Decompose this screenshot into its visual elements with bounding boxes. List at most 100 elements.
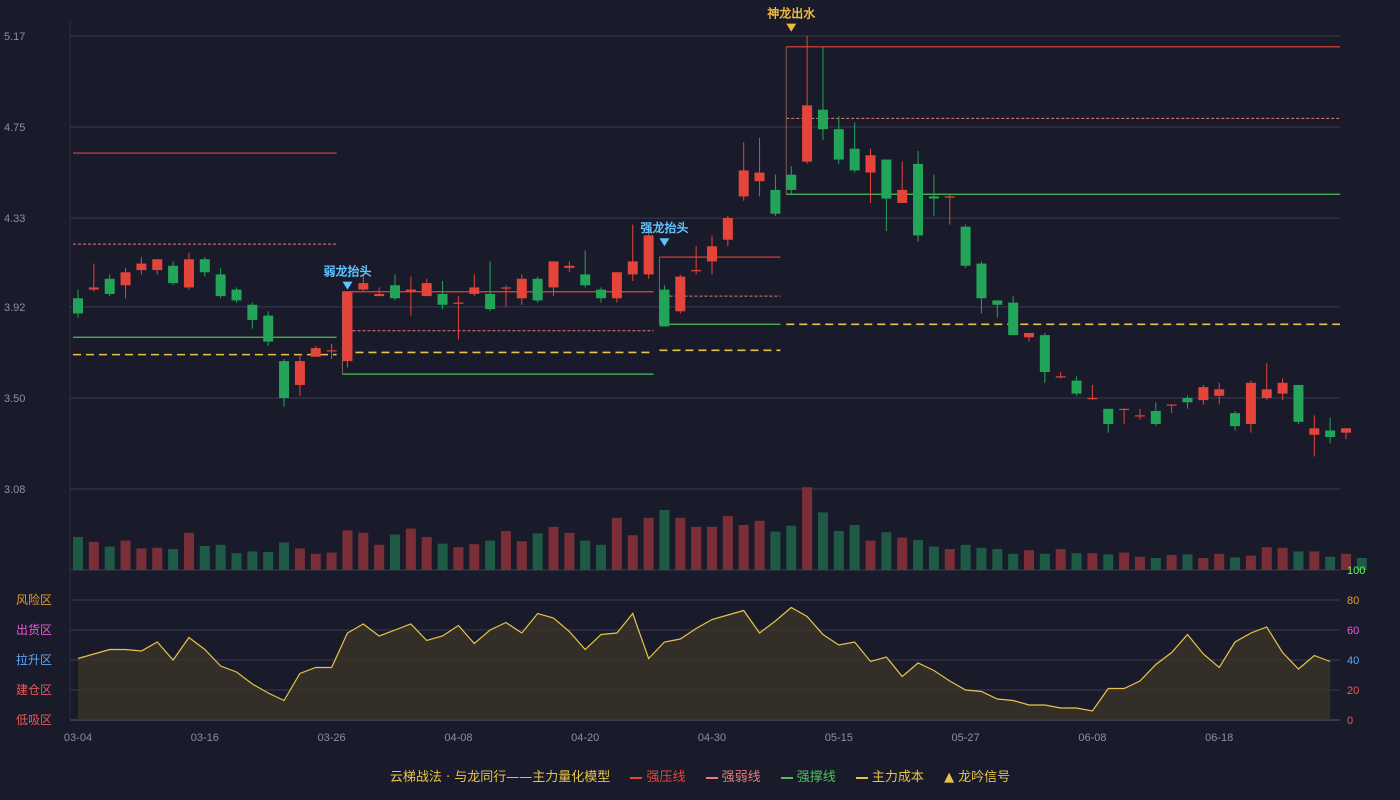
price-tick-label: 5.17 bbox=[4, 31, 25, 43]
volume-bar bbox=[1245, 555, 1256, 570]
volume-bar bbox=[976, 547, 987, 570]
volume-bar bbox=[1277, 547, 1288, 570]
zone-label: 出货区 bbox=[16, 622, 52, 637]
legend-item-support[interactable]: 强撑线 bbox=[780, 766, 836, 785]
date-tick-label: 05-27 bbox=[952, 732, 980, 744]
candle-body bbox=[279, 361, 290, 398]
volume-bar bbox=[358, 532, 369, 570]
candle-body bbox=[390, 285, 400, 299]
candle-body bbox=[183, 259, 194, 288]
candle-body bbox=[453, 302, 464, 304]
volume-bar bbox=[263, 552, 274, 570]
volume-bar bbox=[1166, 555, 1177, 570]
candle-body bbox=[1182, 397, 1193, 403]
candle-body bbox=[611, 272, 622, 299]
candle-body bbox=[881, 159, 892, 199]
volume-bar bbox=[469, 544, 480, 570]
volume-bar bbox=[1039, 553, 1050, 570]
candle-body bbox=[485, 293, 496, 310]
volume-bar bbox=[1134, 556, 1145, 570]
candle-body bbox=[564, 265, 575, 268]
volume-bar bbox=[960, 544, 971, 570]
volume-bar bbox=[675, 517, 686, 570]
candle-body bbox=[817, 109, 828, 130]
candle-body bbox=[691, 270, 702, 272]
candle-body bbox=[960, 226, 971, 266]
volume-bar bbox=[833, 531, 844, 570]
volume-bar bbox=[199, 546, 210, 570]
signal-arrow-icon bbox=[786, 23, 797, 32]
candle-body bbox=[120, 272, 131, 286]
volume-bar bbox=[453, 547, 464, 570]
signal-label: 神龙出水 bbox=[767, 6, 816, 21]
candle-body bbox=[754, 172, 765, 182]
volume-bar bbox=[897, 537, 908, 570]
legend-title: 云梯战法 · 与龙同行——主力量化模型 bbox=[389, 770, 611, 785]
candle-body bbox=[516, 278, 527, 299]
candle-body bbox=[976, 263, 987, 299]
volume-bar bbox=[786, 525, 797, 570]
volume-bar bbox=[120, 540, 131, 570]
date-tick-label: 04-20 bbox=[571, 732, 599, 744]
volume-bar bbox=[754, 520, 765, 570]
candle-body bbox=[659, 289, 670, 327]
candle-body bbox=[358, 283, 369, 290]
indicator-tick-label: 40 bbox=[1347, 655, 1359, 667]
candle-body bbox=[1119, 408, 1130, 411]
indicator-tick-label: 60 bbox=[1347, 625, 1359, 637]
volume-bar bbox=[707, 526, 717, 570]
volume-bar bbox=[992, 549, 1003, 570]
indicator-tick-label: 100 bbox=[1347, 565, 1365, 577]
legend-item-cost[interactable]: 主力成本 bbox=[855, 766, 924, 785]
date-tick-label: 06-18 bbox=[1205, 732, 1233, 744]
candle-body bbox=[833, 129, 844, 160]
volume-bar bbox=[548, 526, 559, 570]
candle-body bbox=[1245, 382, 1256, 424]
indicator-line bbox=[77, 606, 1331, 712]
legend-item-resist[interactable]: 强压线 bbox=[630, 766, 685, 785]
signal-label: 弱龙抬头 bbox=[323, 264, 371, 279]
signal-arrow-icon bbox=[342, 281, 353, 290]
date-tick-label: 06-08 bbox=[1078, 732, 1106, 744]
legend-label-resist: 强压线 bbox=[646, 770, 686, 785]
indicator-tick-label: 0 bbox=[1347, 715, 1353, 727]
volume-bar bbox=[1341, 553, 1351, 570]
volume-bar bbox=[516, 541, 527, 570]
volume-bar bbox=[1150, 558, 1161, 570]
volume-bar bbox=[564, 532, 575, 570]
candle-body bbox=[1103, 408, 1114, 424]
volume-bar bbox=[944, 549, 955, 570]
volume-bar bbox=[374, 544, 385, 570]
volume-bar bbox=[1230, 557, 1241, 570]
candle-body bbox=[136, 263, 147, 271]
volume-bar bbox=[611, 517, 622, 570]
candle-body bbox=[643, 235, 654, 275]
candle-body bbox=[944, 196, 955, 198]
volume-bar bbox=[1087, 553, 1098, 570]
volume-bar bbox=[1008, 553, 1019, 570]
candle-body bbox=[326, 350, 337, 352]
volume-bar bbox=[849, 525, 860, 570]
volume-bar bbox=[1356, 558, 1367, 570]
indicator-tick-label: 20 bbox=[1347, 685, 1359, 697]
volume-bar bbox=[1024, 550, 1034, 570]
zone-label: 低吸区 bbox=[16, 713, 52, 727]
volume-bar bbox=[326, 552, 337, 570]
zone-label: 风险区 bbox=[16, 592, 52, 607]
candle-body bbox=[199, 259, 210, 273]
candle-body bbox=[1150, 410, 1161, 424]
candle-body bbox=[500, 287, 511, 289]
price-tick-label: 3.92 bbox=[4, 302, 25, 314]
candle-body bbox=[897, 189, 908, 203]
candle-body bbox=[1261, 389, 1272, 398]
legend-item-weak[interactable]: 强弱线 bbox=[705, 766, 761, 785]
volume-bar bbox=[294, 548, 305, 570]
date-tick-label: 03-16 bbox=[191, 732, 219, 744]
legend-item-signal[interactable]: ▲ 龙吟信号 bbox=[944, 770, 1011, 785]
volume-bar bbox=[183, 532, 194, 570]
volume-bar bbox=[913, 540, 924, 570]
candle-body bbox=[1134, 415, 1145, 417]
candle-body bbox=[405, 289, 416, 292]
volume-bar bbox=[802, 487, 813, 570]
volume-bar bbox=[580, 540, 591, 570]
